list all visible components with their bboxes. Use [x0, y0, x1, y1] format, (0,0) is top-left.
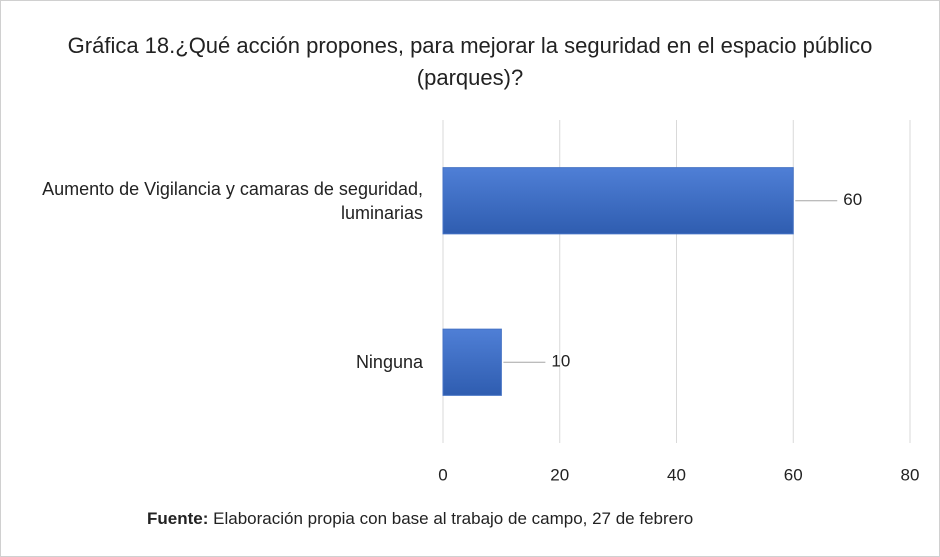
x-tick-label: 20 [550, 465, 569, 484]
x-tick-label: 80 [901, 465, 920, 484]
x-tick-label: 0 [438, 465, 447, 484]
source-label: Fuente: [147, 509, 209, 528]
data-label: 60 [843, 190, 862, 209]
y-tick-label: Aumento de Vigilancia y camaras de segur… [42, 178, 423, 223]
x-tick-label: 40 [667, 465, 686, 484]
bar [442, 328, 502, 396]
chart-title: Gráfica 18.¿Qué acción propones, para me… [67, 33, 873, 90]
data-label: 10 [551, 352, 570, 371]
x-tick-label: 60 [784, 465, 803, 484]
bar [442, 167, 794, 235]
y-tick-label: Ninguna [355, 352, 423, 373]
source-text: Elaboración propia con base al trabajo d… [213, 509, 694, 528]
source-note: Fuente: Elaboración propia con base al t… [147, 508, 847, 530]
